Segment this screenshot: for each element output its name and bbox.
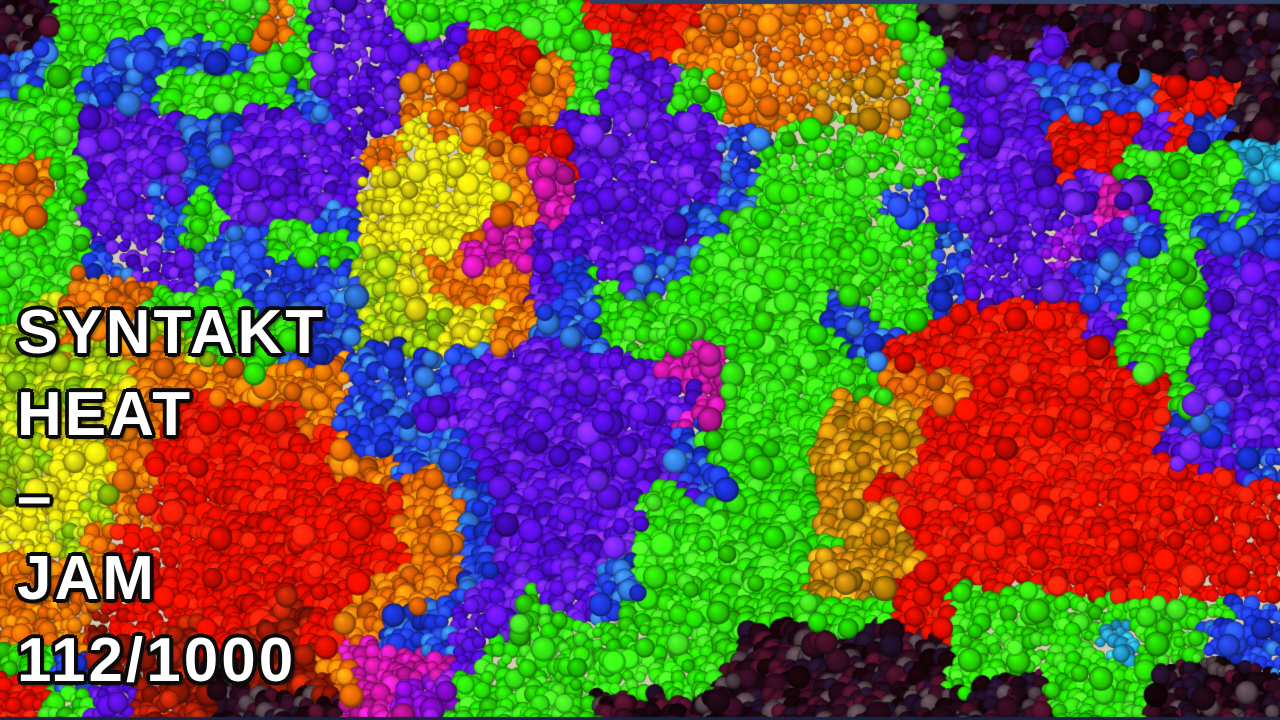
- video-frame: SYNTAKT HEAT – JAM 112/1000: [0, 0, 1280, 720]
- particle-simulation-canvas: [0, 0, 1280, 720]
